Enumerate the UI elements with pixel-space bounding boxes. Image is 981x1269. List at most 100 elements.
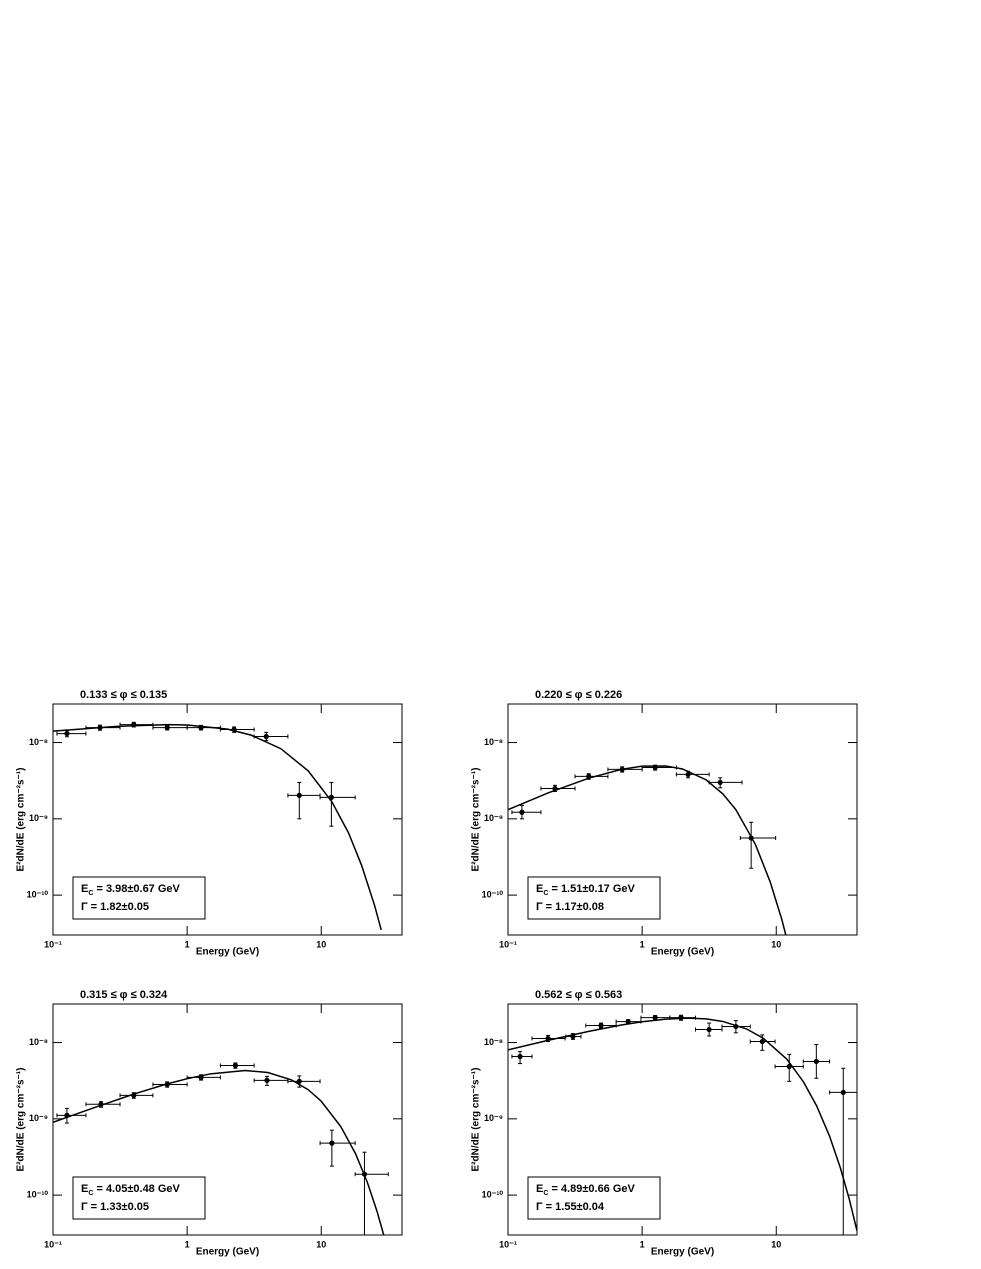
data-point: [296, 1078, 302, 1084]
panel: 0.133 ≤ φ ≤ 0.135 10⁻¹ 1 10 10⁻¹⁰ 10⁻⁹ 10⁻⁸ Ene…: [16, 689, 403, 958]
panel: 0.220 ≤ φ ≤ 0.226 10⁻¹ 1 10 10⁻¹⁰ 10⁻⁹ 10⁻⁸ Ene…: [471, 689, 858, 958]
x-axis-label: Energy (GeV): [651, 1247, 714, 1258]
data-point: [706, 1026, 712, 1033]
y-axis-label: E²dN/dE (erg cm⁻²s⁻¹): [471, 1068, 482, 1172]
fit-parameter-part: E: [81, 883, 88, 895]
data-point: [164, 1081, 170, 1088]
x-tick-label: 10: [771, 1239, 781, 1249]
y-tick-label: 10⁻⁸: [484, 1037, 503, 1047]
y-tick-label: 10⁻⁹: [29, 1113, 48, 1123]
x-tick-label: 10⁻¹: [499, 1239, 517, 1249]
fit-parameter: Γ = 1.55±0.04: [536, 1201, 605, 1213]
fit-parameter-part: = 4.89±0.66 GeV: [548, 1183, 635, 1195]
data-point: [625, 1019, 631, 1025]
data-point: [231, 726, 237, 733]
panel-title: 0.562 ≤ φ ≤ 0.563: [535, 989, 622, 1001]
fit-parameter-part: = 3.98±0.67 GeV: [93, 883, 180, 895]
plot-frame: [52, 1003, 403, 1236]
fit-box: [527, 1176, 661, 1220]
fit-parameter-part: E: [536, 1183, 543, 1195]
data-point: [296, 792, 302, 798]
data-point: [813, 1058, 819, 1065]
data-point: [517, 1053, 523, 1060]
y-tick-label: 10⁻⁸: [484, 737, 503, 747]
fit-parameter-part: = 1.51±0.17 GeV: [548, 883, 635, 895]
data-point: [840, 1089, 846, 1096]
fit-parameter-part: C: [543, 890, 548, 897]
panel-title: 0.220 ≤ φ ≤ 0.226: [535, 689, 622, 701]
panel: 0.562 ≤ φ ≤ 0.563 10⁻¹ 1 10 10⁻¹⁰ 10⁻⁹ 10⁻⁸ Ene…: [471, 989, 858, 1258]
fit-parameter: Γ = 1.17±0.08: [536, 901, 604, 913]
data-point: [264, 1077, 270, 1083]
data-point: [131, 721, 137, 728]
fit-parameter-part: C: [88, 1190, 93, 1197]
plot-frame: [507, 1003, 858, 1236]
fit-parameter: EC = 4.05±0.48 GeV: [81, 1183, 181, 1197]
y-tick-label: 10⁻⁸: [29, 737, 48, 747]
x-tick-label: 1: [185, 939, 190, 949]
y-tick-label: 10⁻⁹: [29, 813, 48, 823]
x-tick-label: 1: [640, 1239, 645, 1249]
x-tick-label: 10⁻¹: [499, 939, 517, 949]
data-point: [598, 1022, 604, 1029]
data-point: [586, 773, 592, 779]
data-point: [685, 771, 691, 778]
data-point: [97, 724, 103, 731]
x-tick-label: 10: [316, 1239, 326, 1249]
fit-parameter: Γ = 1.82±0.05: [81, 901, 149, 913]
x-axis-label: Energy (GeV): [196, 947, 259, 958]
data-point: [328, 794, 334, 800]
fit-parameter: EC = 4.89±0.66 GeV: [536, 1183, 636, 1197]
data-point: [570, 1033, 576, 1040]
data-point: [64, 1112, 70, 1118]
y-tick-label: 10⁻¹⁰: [27, 889, 49, 899]
x-tick-label: 10: [771, 939, 781, 949]
panel-title: 0.315 ≤ φ ≤ 0.324: [80, 989, 168, 1001]
data-point: [733, 1023, 739, 1030]
y-axis-label: E²dN/dE (erg cm⁻²s⁻¹): [16, 768, 27, 872]
fit-parameter: Γ = 1.33±0.05: [81, 1201, 149, 1213]
x-axis-label: Energy (GeV): [651, 947, 714, 958]
data-point: [717, 779, 723, 786]
data-point: [748, 835, 754, 841]
data-point: [545, 1035, 551, 1042]
data-point: [232, 1062, 238, 1069]
data-point: [131, 1092, 137, 1098]
data-point: [198, 1074, 204, 1081]
data-point: [263, 733, 269, 740]
fit-parameter-part: E: [536, 883, 543, 895]
data-point: [652, 1015, 658, 1021]
fit-box: [72, 1176, 206, 1220]
x-axis-label: Energy (GeV): [196, 1247, 259, 1258]
data-point: [98, 1101, 104, 1107]
fit-curve: [53, 723, 382, 931]
data-point: [759, 1038, 765, 1045]
x-tick-label: 1: [185, 1239, 190, 1249]
x-tick-label: 10⁻¹: [44, 1239, 62, 1249]
data-point: [198, 724, 204, 731]
fit-parameter: EC = 3.98±0.67 GeV: [81, 883, 181, 897]
fit-parameter-part: E: [81, 1183, 88, 1195]
y-tick-label: 10⁻¹⁰: [482, 889, 504, 899]
y-axis-label: E²dN/dE (erg cm⁻²s⁻¹): [16, 1068, 27, 1172]
y-axis-label: E²dN/dE (erg cm⁻²s⁻¹): [471, 768, 482, 872]
x-tick-label: 1: [640, 939, 645, 949]
data-point: [361, 1171, 368, 1177]
plot-frame: [52, 703, 403, 936]
fit-parameter: EC = 1.51±0.17 GeV: [536, 883, 636, 897]
y-tick-label: 10⁻⁸: [29, 1037, 48, 1047]
data-point: [619, 766, 625, 773]
fit-curve: [53, 1069, 385, 1235]
fit-box: [527, 876, 661, 920]
fit-parameter-part: Γ = 1.33±0.05: [81, 1201, 149, 1213]
data-point: [552, 785, 558, 792]
fit-parameter-part: Γ = 1.17±0.08: [536, 901, 604, 913]
data-point: [652, 764, 658, 771]
panel: 0.315 ≤ φ ≤ 0.324 10⁻¹ 1 10 10⁻¹⁰ 10⁻⁹ 10⁻⁸ Ene…: [16, 989, 403, 1258]
plot-frame: [507, 703, 858, 936]
fit-parameter-part: Γ = 1.82±0.05: [81, 901, 149, 913]
data-point: [64, 730, 70, 737]
fit-parameter-part: C: [543, 1190, 548, 1197]
